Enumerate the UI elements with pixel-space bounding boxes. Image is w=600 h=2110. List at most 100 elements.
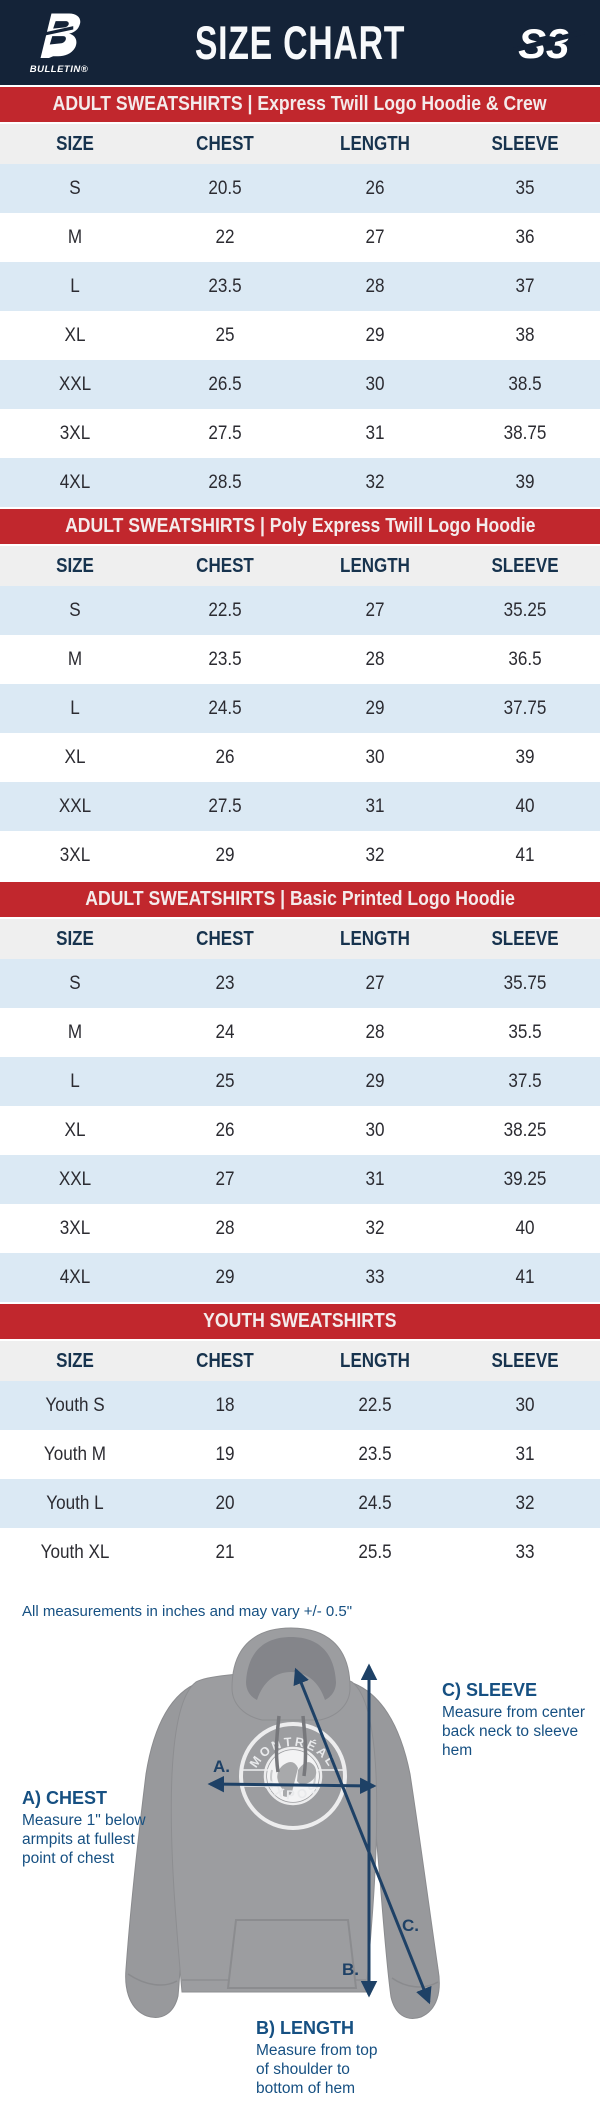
hoodie-pocket	[226, 1919, 358, 1989]
measure-cell: 35.5	[508, 1021, 542, 1043]
measure-cell: 25.5	[358, 1541, 392, 1563]
table-banner: YOUTH SWEATSHIRTS	[0, 1304, 600, 1339]
size-cell: 3XL	[59, 1217, 91, 1239]
measure-cell: 27	[365, 226, 385, 248]
chest-measure-label: A) CHEST Measure 1" below armpits at ful…	[22, 1788, 187, 1869]
column-header: LENGTH	[340, 1349, 410, 1372]
column-header: SLEEVE	[491, 132, 559, 155]
table-row: Youth S 18 22.5 30	[0, 1381, 600, 1430]
table-banner-label: ADULT SWEATSHIRTS | Express Twill Logo H…	[53, 93, 547, 115]
size-cell: S	[69, 177, 81, 199]
measure-cell: 25	[215, 324, 235, 346]
sleeve-arrow	[293, 1667, 432, 2005]
column-header: LENGTH	[340, 132, 410, 155]
measure-cell: 22	[215, 226, 235, 248]
table-row: Youth XL 21 25.5 33	[0, 1528, 600, 1577]
measure-cell: 38.5	[508, 373, 542, 395]
column-header: SIZE	[56, 927, 94, 950]
table-row: XXL 27.5 31 40	[0, 782, 600, 831]
measure-cell: 41	[515, 1266, 535, 1288]
length-label-desc: Measure from top of shoulder to bottom o…	[256, 2042, 378, 2098]
column-header: LENGTH	[340, 554, 410, 577]
table-row: XXL 27 31 39.25	[0, 1155, 600, 1204]
measure-cell: 31	[365, 422, 385, 444]
measure-cell: 32	[365, 1217, 385, 1239]
size-cell: M	[67, 1021, 83, 1043]
size-table-section: ADULT SWEATSHIRTS | Express Twill Logo H…	[0, 87, 600, 507]
measure-cell: 36	[515, 226, 535, 248]
size-cell: Youth S	[45, 1394, 105, 1416]
table-header-row: SIZE CHEST LENGTH SLEEVE	[0, 546, 600, 586]
size-cell: XL	[64, 324, 86, 346]
size-tables: ADULT SWEATSHIRTS | Express Twill Logo H…	[0, 87, 600, 1577]
measure-cell: 24	[215, 1021, 235, 1043]
size-cell: 3XL	[59, 422, 91, 444]
table-row: S 20.5 26 35	[0, 164, 600, 213]
table-row: 4XL 29 33 41	[0, 1253, 600, 1302]
size-table-section: YOUTH SWEATSHIRTS SIZE CHEST LENGTH SLEEVE …	[0, 1304, 600, 1577]
measure-cell: 40	[515, 795, 535, 817]
table-body: S 23 27 35.75 M 24 28 35.5 L 25 29 37.5 XL 26 30 38.25 X…	[0, 959, 600, 1302]
measure-cell: 26	[215, 1119, 235, 1141]
measure-cell: 27	[365, 972, 385, 994]
measure-cell: 32	[365, 844, 385, 866]
size-cell: XL	[64, 1119, 86, 1141]
measure-cell: 29	[365, 697, 385, 719]
measure-cell: 38	[515, 324, 535, 346]
measure-cell: 32	[365, 471, 385, 493]
column-header: CHEST	[196, 927, 254, 950]
table-banner-label: YOUTH SWEATSHIRTS	[203, 1310, 397, 1332]
measure-cell: 23.5	[208, 648, 242, 670]
chest-arrow	[207, 1775, 377, 1795]
measure-cell: 31	[515, 1443, 535, 1465]
measure-cell: 24.5	[358, 1492, 392, 1514]
measure-cell: 28.5	[208, 471, 242, 493]
size-cell: M	[67, 226, 83, 248]
size-cell: XXL	[58, 373, 92, 395]
length-measure-label: B) LENGTH Measure from top of shoulder t…	[256, 2018, 426, 2099]
measure-cell: 30	[365, 1119, 385, 1141]
bulletin-logo: BULLETIN®	[14, 11, 104, 75]
measure-cell: 35	[515, 177, 535, 199]
arrow-label-a: A.	[213, 1757, 230, 1776]
measure-cell: 26	[365, 177, 385, 199]
measure-cell: 19	[215, 1443, 235, 1465]
table-row: XL 25 29 38	[0, 311, 600, 360]
measure-cell: 27.5	[208, 422, 242, 444]
table-row: Youth L 20 24.5 32	[0, 1479, 600, 1528]
measure-cell: 28	[365, 275, 385, 297]
size-cell: 4XL	[59, 471, 91, 493]
table-row: XXL 26.5 30 38.5	[0, 360, 600, 409]
size-cell: S	[69, 972, 81, 994]
size-cell: L	[70, 275, 80, 297]
table-row: M 22 27 36	[0, 213, 600, 262]
size-cell: 4XL	[59, 1266, 91, 1288]
measurement-arrows	[207, 1663, 432, 2005]
column-header: SIZE	[56, 132, 94, 155]
size-cell: Youth M	[43, 1443, 107, 1465]
measure-cell: 26	[215, 746, 235, 768]
arrow-label-c: C.	[402, 1916, 419, 1935]
table-row: XL 26 30 38.25	[0, 1106, 600, 1155]
measure-cell: 41	[515, 844, 535, 866]
measure-cell: 35.25	[503, 599, 547, 621]
measure-cell: 30	[365, 746, 385, 768]
table-banner: ADULT SWEATSHIRTS | Express Twill Logo H…	[0, 87, 600, 122]
measure-cell: 23.5	[208, 275, 242, 297]
measure-cell: 27	[215, 1168, 235, 1190]
measure-cell: 18	[215, 1394, 235, 1416]
size-cell: M	[67, 648, 83, 670]
measure-cell: 33	[515, 1541, 535, 1563]
measure-cell: 38.75	[503, 422, 547, 444]
column-header: LENGTH	[340, 927, 410, 950]
size-table-section: ADULT SWEATSHIRTS | Poly Express Twill L…	[0, 509, 600, 880]
measure-cell: 25	[215, 1070, 235, 1092]
measure-cell: 26.5	[208, 373, 242, 395]
sleeve-label-desc: Measure from center back neck to sleeve …	[442, 1704, 585, 1760]
measure-cell: 23	[215, 972, 235, 994]
measure-cell: 28	[365, 1021, 385, 1043]
measure-cell: 20	[215, 1492, 235, 1514]
measure-cell: 31	[365, 795, 385, 817]
hoodie-illustration: MONTRÉAL EXPOS	[125, 1627, 440, 2019]
